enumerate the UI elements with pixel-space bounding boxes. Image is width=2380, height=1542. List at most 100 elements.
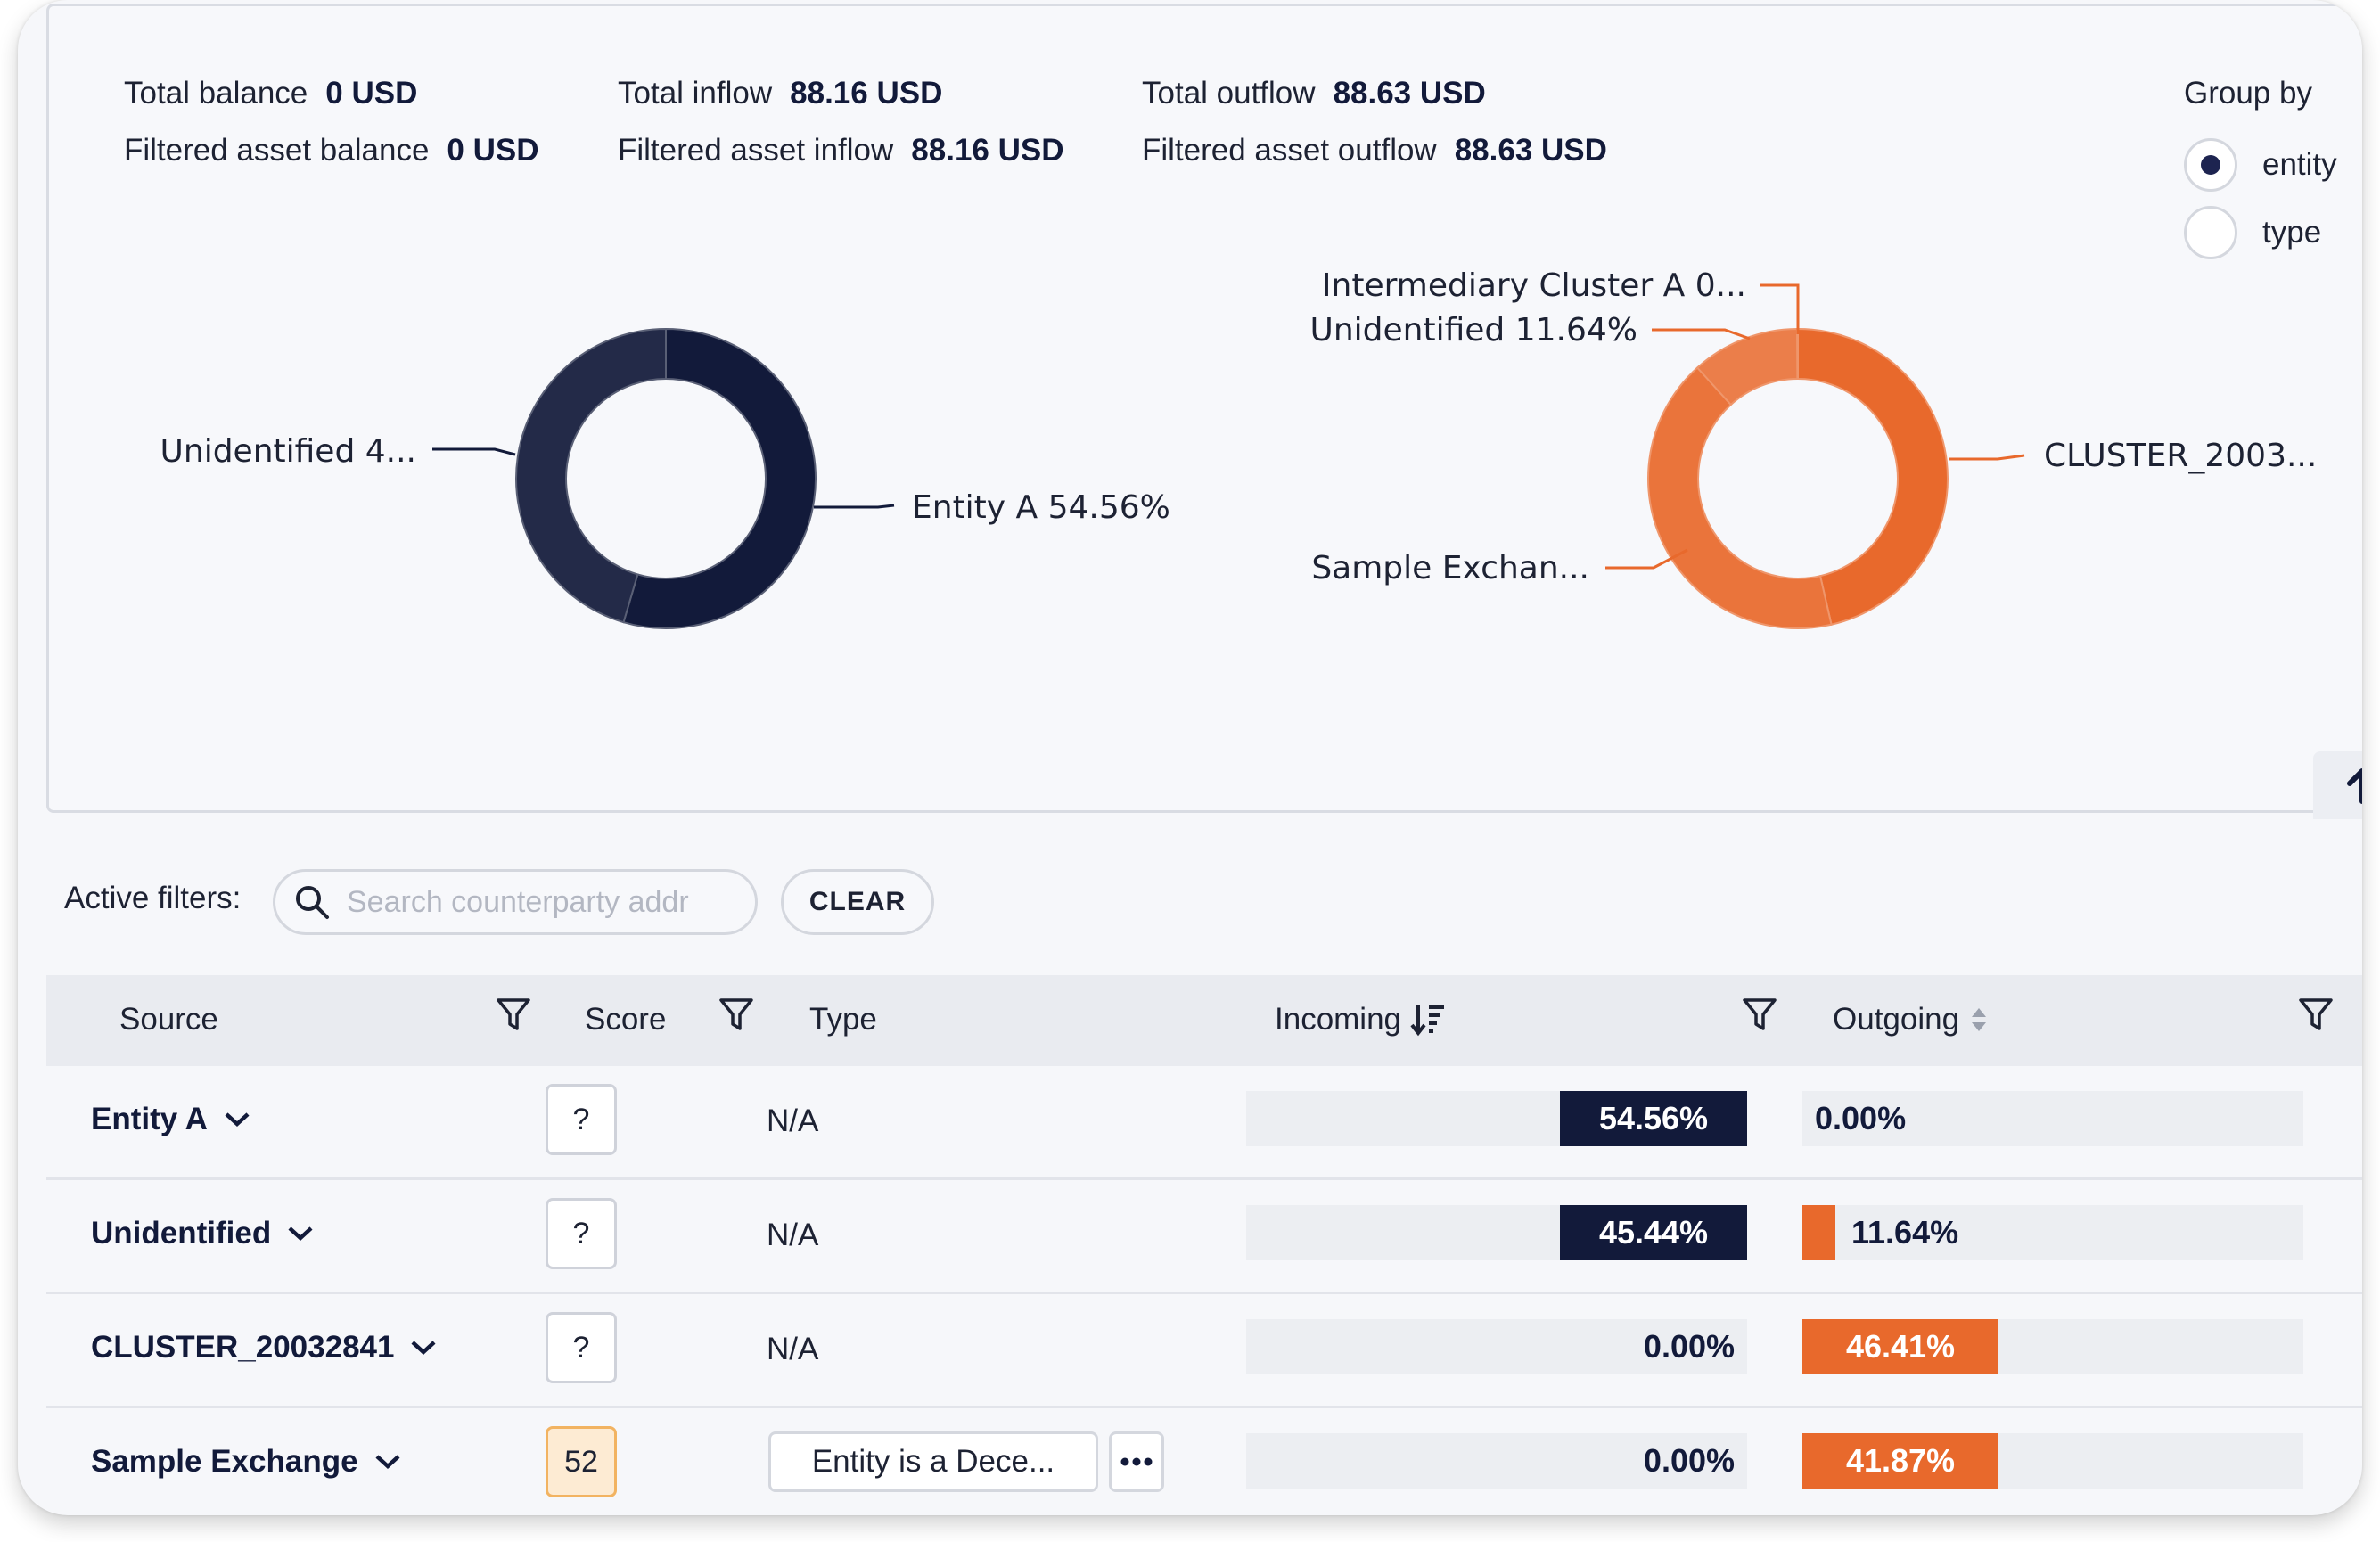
donut-slice-3[interactable] xyxy=(1796,327,1799,381)
total-inflow-value: 88.16 USD xyxy=(790,76,943,111)
source-filter-icon[interactable] xyxy=(496,997,531,1034)
leader-line-intermediary-cluster xyxy=(1760,283,1800,334)
group-by-entity-label: entity xyxy=(2262,147,2337,182)
counterparty-search-input[interactable] xyxy=(347,884,721,920)
outgoing-filter-icon[interactable] xyxy=(2298,997,2334,1034)
column-source-label: Source xyxy=(119,1002,218,1037)
source-name: Entity A xyxy=(91,1102,208,1136)
summary-card: Total balance 0 USD Filtered asset balanc… xyxy=(46,4,2362,819)
chevron-down-icon xyxy=(375,1455,400,1470)
score-badge: ? xyxy=(546,1198,617,1269)
outgoing-donut-chart xyxy=(1647,327,1949,629)
donut-slice-1[interactable] xyxy=(515,327,667,624)
group-by-entity-radio[interactable] xyxy=(2184,138,2237,192)
total-outflow-stat: Total outflow 88.63 USD xyxy=(1142,76,1486,111)
clear-filters-button[interactable]: CLEAR xyxy=(781,869,934,935)
incoming-bar-fill xyxy=(1560,1091,1747,1146)
outgoing-bar: 41.87% xyxy=(1802,1433,2303,1489)
type-value: N/A xyxy=(767,1218,819,1252)
more-options-button[interactable] xyxy=(1109,1431,1164,1492)
group-by-type-option[interactable]: type xyxy=(2184,206,2321,259)
source-name: Unidentified xyxy=(91,1216,272,1251)
filtered-outflow-value: 88.63 USD xyxy=(1454,133,1607,168)
incoming-value: 45.44% xyxy=(1598,1214,1709,1251)
column-outgoing-label: Outgoing xyxy=(1833,1002,1960,1037)
outgoing-bar: 11.64% xyxy=(1802,1205,2303,1260)
outgoing-value: 46.41% xyxy=(1845,1328,1956,1365)
incoming-donut-chart xyxy=(515,327,817,629)
slice-label-cluster: CLUSTER_2003... xyxy=(2044,438,2317,474)
donut-slice-1[interactable] xyxy=(1647,366,1833,629)
total-outflow-value: 88.63 USD xyxy=(1333,76,1486,111)
column-header-outgoing[interactable]: Outgoing xyxy=(1833,1002,1990,1038)
group-by-type-radio[interactable] xyxy=(2184,206,2237,259)
sort-descending-icon xyxy=(1410,1005,1445,1037)
total-inflow-label: Total inflow xyxy=(618,76,773,111)
slice-label-intermediary-cluster: Intermediary Cluster A 0... xyxy=(1322,267,1746,304)
leader-line-unidentified-outgoing xyxy=(1652,328,1751,340)
incoming-bar: 54.56% xyxy=(1246,1091,1747,1146)
filtered-balance-label: Filtered asset balance xyxy=(124,133,430,168)
source-cell-cluster[interactable]: CLUSTER_20032841 xyxy=(91,1330,437,1366)
sort-unsorted-icon xyxy=(1972,1008,1987,1031)
leader-line-unidentified-incoming xyxy=(432,447,516,456)
incoming-bar-fill xyxy=(1560,1205,1747,1260)
counterparty-search-box[interactable] xyxy=(273,869,758,935)
outgoing-value: 0.00% xyxy=(1815,1100,1907,1136)
outgoing-bar-fill xyxy=(1802,1433,1998,1489)
source-name: CLUSTER_20032841 xyxy=(91,1330,395,1365)
filtered-balance-value: 0 USD xyxy=(447,133,539,168)
more-horizontal-icon xyxy=(1120,1457,1153,1466)
incoming-bar: 0.00% xyxy=(1246,1433,1747,1489)
filtered-outflow-stat: Filtered asset outflow 88.63 USD xyxy=(1142,133,1607,168)
score-badge: 52 xyxy=(546,1426,617,1497)
score-badge: ? xyxy=(546,1084,617,1155)
outgoing-bar: 46.41% xyxy=(1802,1319,2303,1374)
filtered-inflow-value: 88.16 USD xyxy=(911,133,1064,168)
filtered-inflow-label: Filtered asset inflow xyxy=(618,133,894,168)
filtered-inflow-stat: Filtered asset inflow 88.16 USD xyxy=(618,133,1064,168)
score-badge: ? xyxy=(546,1312,617,1383)
leader-line-sample-exchange xyxy=(1605,548,1688,570)
chevron-down-icon xyxy=(288,1226,313,1242)
table-row xyxy=(46,1294,2362,1408)
column-header-score: Score xyxy=(585,1002,666,1038)
outgoing-bar: 0.00% xyxy=(1802,1091,2303,1146)
type-tag[interactable]: Entity is a Dece... xyxy=(768,1431,1098,1492)
total-balance-stat: Total balance 0 USD xyxy=(124,76,417,111)
column-header-type: Type xyxy=(809,1002,877,1038)
scroll-to-top-button[interactable] xyxy=(2313,751,2362,819)
donut-charts: Unidentified 4... Entity A 54.56% Interm… xyxy=(160,267,2317,629)
total-outflow-label: Total outflow xyxy=(1142,76,1316,111)
column-type-label: Type xyxy=(809,1002,877,1037)
total-balance-label: Total balance xyxy=(124,76,308,111)
source-cell-sample-exchange[interactable]: Sample Exchange xyxy=(91,1444,401,1480)
leader-line-cluster xyxy=(1949,454,2025,461)
source-cell-entity-a[interactable]: Entity A xyxy=(91,1102,250,1137)
filtered-balance-stat: Filtered asset balance 0 USD xyxy=(124,133,539,168)
score-filter-icon[interactable] xyxy=(718,997,754,1034)
total-balance-value: 0 USD xyxy=(325,76,418,111)
table-header xyxy=(46,975,2362,1066)
type-value: N/A xyxy=(767,1103,819,1138)
chevron-down-icon xyxy=(225,1112,250,1128)
column-header-source: Source xyxy=(119,1002,218,1038)
slice-label-sample-exchange: Sample Exchan... xyxy=(1311,550,1589,586)
incoming-bar: 0.00% xyxy=(1246,1319,1747,1374)
total-inflow-stat: Total inflow 88.16 USD xyxy=(618,76,942,111)
group-by-entity-option[interactable]: entity xyxy=(2184,138,2337,192)
outgoing-bar-fill xyxy=(1802,1205,1835,1260)
leader-line-entity-a xyxy=(814,504,895,509)
column-incoming-label: Incoming xyxy=(1275,1002,1402,1037)
source-cell-unidentified[interactable]: Unidentified xyxy=(91,1216,314,1251)
active-filters-label: Active filters: xyxy=(64,881,242,915)
group-by-type-label: type xyxy=(2262,215,2322,250)
incoming-filter-icon[interactable] xyxy=(1742,997,1777,1034)
filtered-outflow-label: Filtered asset outflow xyxy=(1142,133,1437,168)
donut-slice-0[interactable] xyxy=(622,327,817,629)
incoming-bar: 45.44% xyxy=(1246,1205,1747,1260)
donut-slice-0[interactable] xyxy=(1797,327,1949,626)
type-value: N/A xyxy=(767,1332,819,1366)
column-header-incoming[interactable]: Incoming xyxy=(1275,1002,1446,1038)
table-row xyxy=(46,1066,2362,1180)
